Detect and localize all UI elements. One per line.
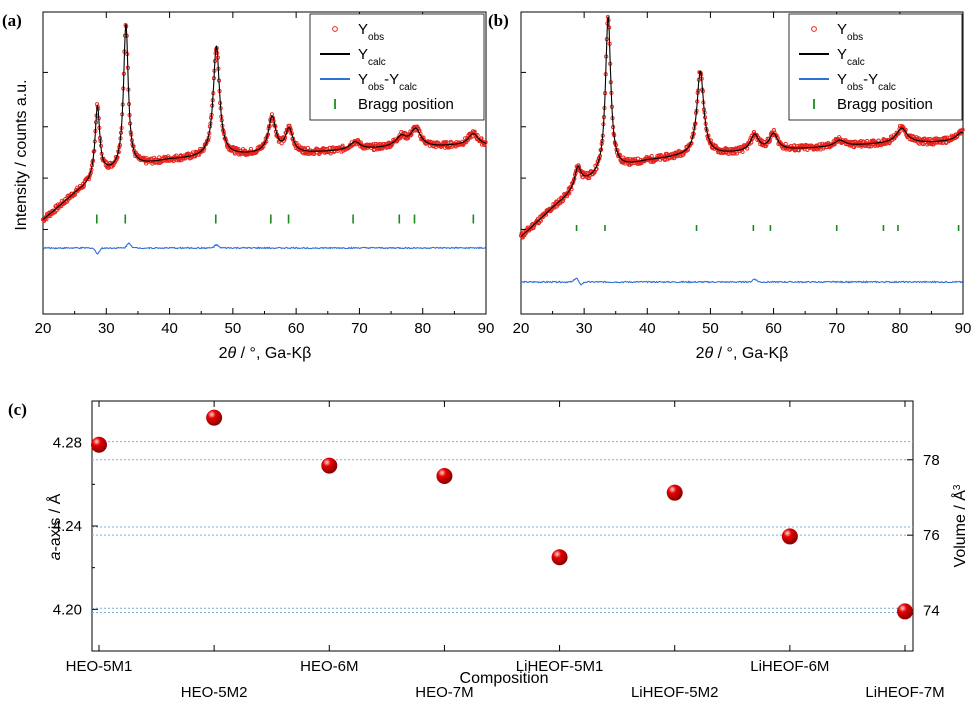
x-tick-label: 30 <box>98 320 115 337</box>
panel-a-x-axis-title: 2θ / °, Ga-Kβ <box>219 345 312 362</box>
panel-c-right-axis-title: Volume / Å3 <box>950 484 969 567</box>
x-tick-label: 60 <box>765 320 782 337</box>
data-point-marker <box>436 468 453 484</box>
panel-b-x-axis-title: 2θ / °, Ga-Kβ <box>696 345 789 362</box>
calculated-line <box>520 16 964 237</box>
panel-c-label: (c) <box>8 400 27 419</box>
legend-entry-subscript: obs <box>847 82 863 93</box>
legend-entry-main2: -Y <box>863 71 878 88</box>
legend-entry-main: Bragg position <box>358 96 454 113</box>
data-point-marker <box>321 457 338 474</box>
legend-entry-label: Yobs <box>837 21 863 43</box>
legend-entry-label: Bragg position <box>358 96 454 113</box>
x-tick-label: 40 <box>639 320 656 337</box>
legend-entry-subscript: obs <box>368 82 384 93</box>
legend-entry-main: Y <box>358 71 368 88</box>
x-tick-label: 70 <box>828 320 845 337</box>
panel-c-x-axis-title: Composition <box>460 670 549 687</box>
x-tick-label: 50 <box>225 320 242 337</box>
left-tick-label: 4.24 <box>53 518 82 535</box>
plot-frame <box>91 400 914 652</box>
x-tick-label: 60 <box>288 320 305 337</box>
category-label: LiHEOF-7M <box>865 684 944 701</box>
legend-entry-label: Ycalc <box>837 46 865 68</box>
category-label: HEO-7M <box>415 684 473 701</box>
x-tick-label: 20 <box>513 320 530 337</box>
data-point-marker <box>206 409 223 426</box>
x-tick-label: 80 <box>414 320 431 337</box>
panel-a-plot-content <box>40 23 488 255</box>
panel-c-dotted-gridlines <box>92 441 913 613</box>
legend-entry-main: Y <box>837 71 847 88</box>
right-tick-label: 78 <box>923 452 940 469</box>
legend-entry-main: Y <box>837 21 847 38</box>
legend-entry-label: Yobs-Ycalc <box>358 71 417 93</box>
panel-c-axes-frame <box>91 400 914 652</box>
legend-box <box>309 13 485 121</box>
category-label: LiHEOF-6M <box>750 658 829 675</box>
legend-obs-marker <box>811 26 817 32</box>
panel-a-x-ticks: 20 30 40 50 60 70 80 90 <box>35 12 495 337</box>
legend-entry-main: Y <box>358 46 368 63</box>
data-point-marker <box>781 528 798 545</box>
category-label: HEO-5M1 <box>66 658 133 675</box>
x-tick-label: 70 <box>351 320 368 337</box>
panel-b-x-ticks: 20 30 40 50 60 70 80 90 <box>513 12 971 337</box>
data-point-marker <box>551 549 568 566</box>
category-label: LiHEOF-5M1 <box>516 658 604 675</box>
panel-c-ticks: 4.20 4.24 4.28 74 76 78 HEO-5M1 HEO-5M2 HEO-6M HE… <box>53 401 945 701</box>
data-point-marker <box>91 436 107 453</box>
x-tick-label: 90 <box>955 320 971 337</box>
x-tick-label: 50 <box>702 320 719 337</box>
x-tick-label: 90 <box>478 320 495 337</box>
legend-entry-main2: -Y <box>384 71 399 88</box>
x-tick-label: 40 <box>161 320 178 337</box>
panel-b-plot-content <box>518 14 965 286</box>
legend-entry-subscript: calc <box>368 57 386 68</box>
difference-line <box>520 277 964 286</box>
category-label: HEO-5M2 <box>181 684 248 701</box>
data-point-marker <box>666 484 683 501</box>
left-tick-label: 4.20 <box>53 601 82 618</box>
panel-c-markers <box>91 409 913 620</box>
legend-entry-subscript2: calc <box>878 82 896 93</box>
legend-entry-label: Bragg position <box>837 96 933 113</box>
legend-obs-marker <box>332 26 338 32</box>
legend-entry-label: Ycalc <box>358 46 386 68</box>
legend-entry-subscript: obs <box>368 32 384 43</box>
legend-entry-main: Bragg position <box>837 96 933 113</box>
left-tick-label: 4.28 <box>53 435 82 452</box>
legend-entry-label: Yobs <box>358 21 384 43</box>
category-label: LiHEOF-5M2 <box>631 684 719 701</box>
panel-b-xrd-pattern: (b) 20 30 40 50 60 70 80 90 2θ / °, Ga-Kβ YobsY… <box>488 11 971 362</box>
panel-c-lattice-scatter: (c) 4.20 4.24 4.28 74 76 78 HEO-5M1 HEO-5M2 HEO-… <box>8 400 969 701</box>
legend-entry-subscript2: calc <box>399 82 417 93</box>
calculated-line <box>42 23 487 220</box>
right-tick-label: 76 <box>923 527 940 544</box>
panel-c-left-axis-title: a-axis / Å <box>45 493 64 560</box>
legend-box <box>788 13 963 121</box>
panel-a-label: (a) <box>2 11 22 30</box>
difference-line <box>42 242 486 255</box>
x-tick-label: 80 <box>892 320 909 337</box>
legend-entry-subscript: calc <box>847 57 865 68</box>
legend-entry-subscript: obs <box>847 32 863 43</box>
right-tick-label: 74 <box>923 602 940 619</box>
legend-entry-label: Yobs-Ycalc <box>837 71 896 93</box>
panel-a-xrd-pattern: (a) 20 30 40 50 60 70 80 90 2θ / °, Ga-Kβ Inten… <box>2 11 494 362</box>
category-label: HEO-6M <box>300 658 358 675</box>
legend-entry-main: Y <box>358 21 368 38</box>
panel-a-y-axis-title: Intensity / counts a.u. <box>13 79 30 230</box>
data-point-marker <box>897 603 913 620</box>
panel-b-label: (b) <box>488 11 509 30</box>
x-tick-label: 30 <box>576 320 593 337</box>
legend-entry-main: Y <box>837 46 847 63</box>
x-tick-label: 20 <box>35 320 52 337</box>
